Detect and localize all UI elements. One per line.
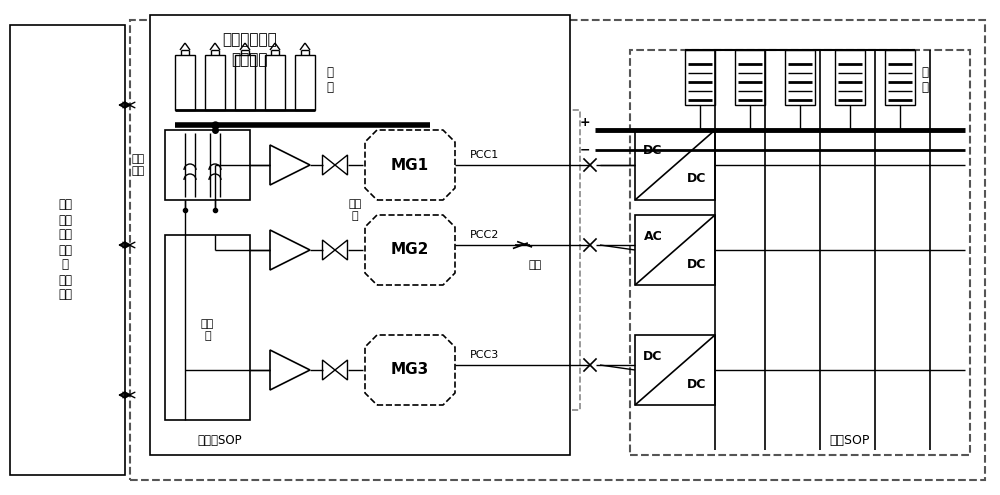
Bar <box>635 215 715 285</box>
Text: MG1: MG1 <box>391 157 429 172</box>
Text: PCC2: PCC2 <box>470 230 499 240</box>
Text: +: + <box>579 116 590 130</box>
Text: DC: DC <box>643 145 663 157</box>
Bar <box>885 50 915 105</box>
Bar <box>295 55 315 110</box>
Text: 气
储: 气 储 <box>326 66 334 94</box>
Bar <box>360 110 580 410</box>
Bar <box>10 25 125 475</box>
Text: DC: DC <box>643 349 663 362</box>
Text: PCC3: PCC3 <box>470 350 499 360</box>
Bar <box>150 15 570 455</box>
Text: DC: DC <box>687 172 707 186</box>
Text: 三相: 三相 <box>528 260 542 270</box>
Text: 内部结构: 内部结构 <box>232 52 268 67</box>
Text: 综合能源基站: 综合能源基站 <box>223 33 277 48</box>
Text: MG2: MG2 <box>391 243 429 257</box>
Bar <box>685 50 715 105</box>
Text: AC: AC <box>644 230 662 243</box>
Bar <box>165 235 250 420</box>
Bar <box>175 55 195 110</box>
Bar <box>130 20 985 480</box>
Bar <box>205 55 225 110</box>
Bar <box>235 55 255 110</box>
Text: 电力SOP: 电力SOP <box>830 434 870 446</box>
Text: DC: DC <box>687 257 707 270</box>
Text: 关断
阀: 关断 阀 <box>348 199 362 221</box>
Bar <box>735 50 765 105</box>
Text: 压缩
机: 压缩 机 <box>201 319 214 341</box>
Bar <box>835 50 865 105</box>
Bar <box>635 335 715 405</box>
Text: 综合
能源
基站
控制
与
通信
单元: 综合 能源 基站 控制 与 通信 单元 <box>58 198 72 301</box>
Text: MG3: MG3 <box>391 362 429 378</box>
Text: 电
储: 电 储 <box>922 66 928 94</box>
Text: −: − <box>580 144 590 156</box>
Bar <box>165 130 250 200</box>
Text: DC: DC <box>687 378 707 391</box>
Bar <box>265 55 285 110</box>
Text: 分流
控制: 分流 控制 <box>132 154 145 176</box>
Text: 天然气SOP: 天然气SOP <box>198 434 242 446</box>
Bar <box>635 130 715 200</box>
Bar <box>785 50 815 105</box>
Bar <box>630 50 970 455</box>
Text: PCC1: PCC1 <box>470 150 499 160</box>
